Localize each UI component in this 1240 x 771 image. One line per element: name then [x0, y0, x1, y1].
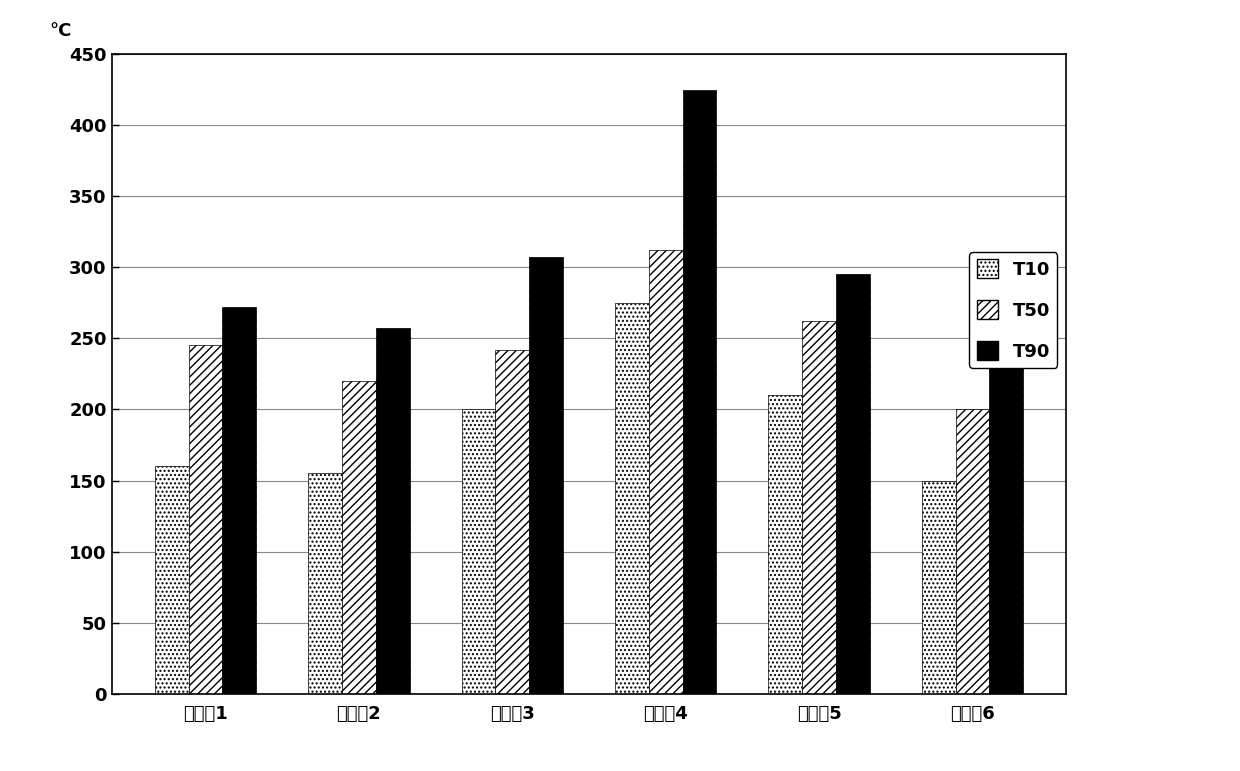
Bar: [836, 274, 869, 694]
Bar: [376, 328, 409, 694]
Bar: [496, 350, 529, 694]
Legend: T10, T50, T90: T10, T50, T90: [970, 252, 1058, 368]
Bar: [769, 396, 802, 694]
Bar: [155, 466, 188, 694]
Bar: [461, 409, 496, 694]
Bar: [222, 307, 257, 694]
Bar: [990, 350, 1023, 694]
Bar: [956, 409, 990, 694]
Bar: [615, 303, 649, 694]
Bar: [529, 258, 563, 694]
Bar: [649, 251, 682, 694]
Bar: [682, 89, 717, 694]
Bar: [188, 345, 222, 694]
Bar: [342, 381, 376, 694]
Text: °C: °C: [50, 22, 72, 40]
Bar: [921, 480, 956, 694]
Bar: [802, 322, 836, 694]
Bar: [309, 473, 342, 694]
